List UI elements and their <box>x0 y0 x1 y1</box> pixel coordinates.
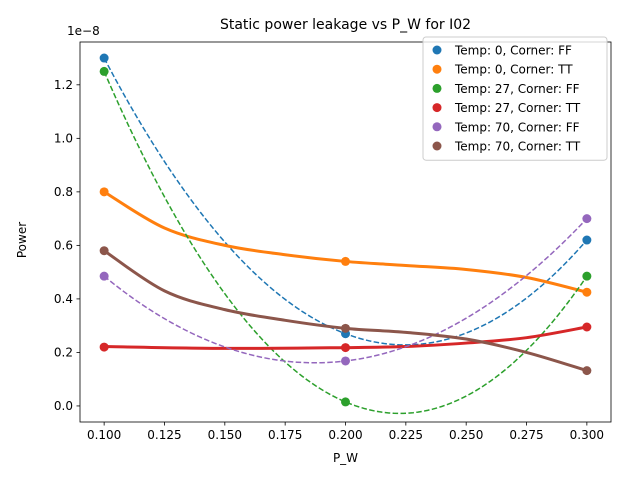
x-tick-label: 0.125 <box>147 428 181 442</box>
y-tick-label: 0.0 <box>54 399 73 413</box>
x-tick-label: 0.175 <box>268 428 302 442</box>
legend-marker <box>432 45 442 55</box>
data-point <box>582 322 592 332</box>
legend-entry: Temp: 70, Corner: FF <box>454 120 580 134</box>
x-tick-label: 0.225 <box>389 428 423 442</box>
legend-marker <box>432 122 442 132</box>
data-point <box>99 246 109 256</box>
y-axis-label: Power <box>15 222 29 258</box>
legend-marker <box>432 64 442 74</box>
data-point <box>582 235 592 245</box>
legend-entry: Temp: 27, Corner: TT <box>454 101 581 115</box>
axes: 0.100 0.125 0.150 0.175 0.200 0.225 0.250 0.275… <box>54 41 612 442</box>
fit-curve-solid <box>102 249 589 373</box>
legend: Temp: 0, Corner: FF Temp: 0, Corner: TT Te… <box>422 36 608 161</box>
chart-title: Static power leakage vs P_W for I02 <box>220 17 471 33</box>
x-tick-label: 0.100 <box>87 428 121 442</box>
data-point <box>582 214 592 224</box>
legend-entry: Temp: 70, Corner: TT <box>454 140 581 154</box>
legend-entry: Temp: 0, Corner: TT <box>454 63 573 77</box>
legend-box <box>422 36 608 161</box>
legend-marker <box>432 103 442 113</box>
data-point <box>99 53 109 63</box>
legend-marker <box>432 83 442 93</box>
data-point <box>582 271 592 281</box>
y-tick-label: 0.8 <box>54 185 73 199</box>
x-tick-label: 0.275 <box>509 428 543 442</box>
data-point <box>99 66 109 76</box>
x-axis-label: P_W <box>333 451 358 465</box>
y-tick-label: 0.6 <box>54 238 73 252</box>
data-point <box>341 343 350 353</box>
data-point <box>582 287 592 297</box>
y-tick-label: 1.0 <box>54 131 73 145</box>
y-tick-label: 1.2 <box>54 78 73 92</box>
data-points <box>99 53 592 407</box>
data-point <box>99 342 109 352</box>
data-point <box>582 366 592 376</box>
data-point <box>341 256 350 266</box>
legend-entry: Temp: 27, Corner: FF <box>454 82 580 96</box>
x-tick-label: 0.200 <box>328 428 362 442</box>
x-tick-label: 0.150 <box>208 428 242 442</box>
fit-curve-dashed <box>103 218 588 364</box>
fit-curve-solid <box>102 325 589 350</box>
data-point <box>341 397 350 407</box>
legend-marker <box>432 141 442 151</box>
legend-entry: Temp: 0, Corner: FF <box>454 44 572 58</box>
y-offset-text: 1e−8 <box>67 24 100 38</box>
fit-curve-solid <box>102 190 589 294</box>
y-tick-label: 0.4 <box>54 292 73 306</box>
data-point <box>341 323 350 333</box>
y-tick-label: 0.2 <box>54 345 73 359</box>
data-point <box>99 271 109 281</box>
x-tick-label: 0.250 <box>449 428 483 442</box>
data-point <box>341 356 350 366</box>
data-point <box>99 187 109 197</box>
x-tick-label: 0.300 <box>570 428 604 442</box>
